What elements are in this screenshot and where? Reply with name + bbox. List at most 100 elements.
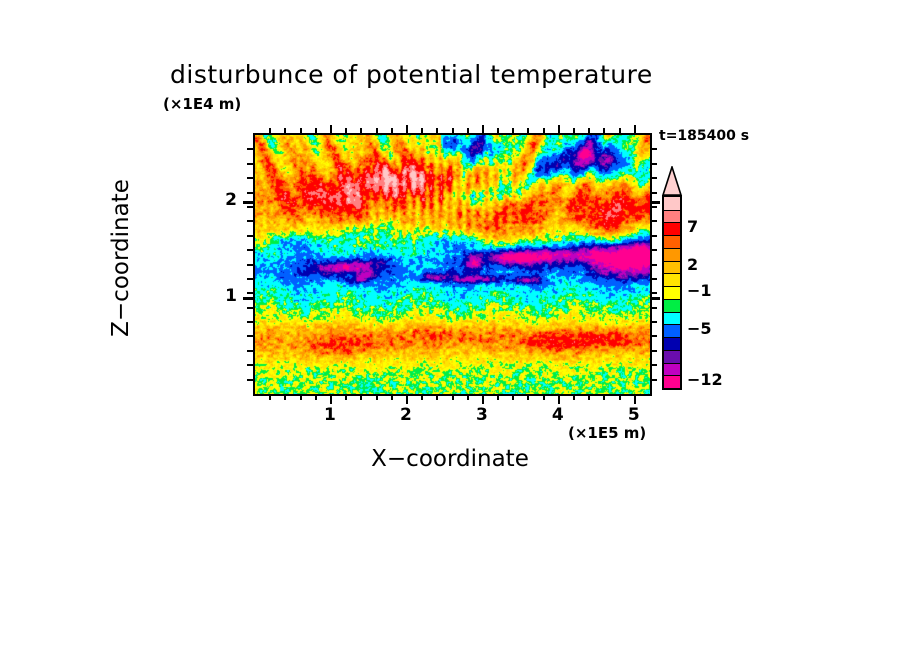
y-minor-tick-right [650, 378, 657, 381]
timestamp-annotation: t=185400 s [659, 128, 750, 144]
y-major-tick [243, 201, 254, 205]
y-minor-tick-right [650, 191, 657, 194]
colorbar-arrow-icon [661, 166, 683, 196]
colorbar-band [664, 247, 680, 261]
x-minor-tick [375, 394, 378, 400]
y-minor-tick [247, 306, 254, 309]
colorbar-band [664, 362, 680, 376]
x-minor-tick [284, 394, 287, 400]
x-minor-tick [360, 394, 363, 400]
colorbar-tick-label: 2 [687, 255, 699, 275]
colorbar-band [664, 286, 680, 299]
x-minor-tick [527, 394, 530, 400]
colorbar-band-divider [664, 349, 680, 351]
x-minor-tick-top [466, 128, 469, 134]
y-minor-tick-right [650, 263, 657, 266]
x-major-tick-top [329, 125, 332, 134]
x-major-tick [481, 394, 484, 404]
x-minor-tick [497, 394, 500, 400]
x-minor-tick [603, 394, 606, 400]
colorbar-band [664, 298, 680, 312]
y-minor-tick [247, 277, 254, 280]
contour-field-canvas [255, 135, 650, 394]
x-minor-tick [421, 394, 424, 400]
colorbar-band-divider [664, 209, 680, 211]
y-minor-tick [247, 162, 254, 165]
x-minor-tick [269, 394, 272, 400]
y-minor-tick [247, 335, 254, 338]
colorbar-band-divider [664, 235, 680, 237]
y-minor-tick-right [650, 234, 657, 237]
y-minor-tick-right [650, 177, 657, 180]
z-axis-unit-label: (×1E4 m) [163, 95, 242, 113]
x-tick-label: 1 [324, 405, 336, 425]
colorbar-band [664, 222, 680, 236]
x-major-tick-top [481, 125, 484, 134]
colorbar-band [664, 324, 680, 338]
y-minor-tick-right [650, 220, 657, 223]
colorbar-tick-label: −1 [687, 280, 712, 300]
colorbar-band [664, 375, 680, 388]
colorbar-band [664, 273, 680, 287]
x-minor-tick [436, 394, 439, 400]
y-tick-label: 1 [225, 286, 237, 307]
colorbar-gradient [662, 195, 682, 390]
y-minor-tick [247, 148, 254, 151]
y-minor-tick-right [650, 321, 657, 324]
x-minor-tick-top [603, 128, 606, 134]
colorbar: 7 2 −1 −5 −12 [661, 166, 723, 390]
y-major-tick [243, 297, 254, 301]
colorbar-band-divider [664, 362, 680, 364]
y-minor-tick-right [650, 148, 657, 151]
y-major-tick-right [650, 201, 660, 205]
y-minor-tick-right [650, 335, 657, 338]
x-major-tick-top [405, 125, 408, 134]
x-major-tick [329, 394, 332, 404]
page-title: disturbunce of potential temperature [170, 60, 653, 89]
x-major-tick-top [557, 125, 560, 134]
x-minor-tick-top [314, 128, 317, 134]
colorbar-band-divider [664, 311, 680, 313]
colorbar-band-divider [664, 260, 680, 262]
y-minor-tick [247, 220, 254, 223]
x-minor-tick-top [497, 128, 500, 134]
x-minor-tick-top [299, 128, 302, 134]
x-minor-tick-top [542, 128, 545, 134]
y-minor-tick [247, 191, 254, 194]
y-minor-tick [247, 263, 254, 266]
colorbar-band-divider [664, 298, 680, 300]
x-minor-tick-top [345, 128, 348, 134]
x-minor-tick-top [573, 128, 576, 134]
x-tick-label: 5 [627, 405, 640, 425]
x-minor-tick-top [360, 128, 363, 134]
colorbar-tick-label: −5 [687, 318, 712, 338]
y-minor-tick [247, 205, 254, 208]
colorbar-band-divider [664, 247, 680, 249]
x-minor-tick-top [618, 128, 621, 134]
x-axis-title: X−coordinate [371, 446, 529, 472]
y-minor-tick-right [650, 306, 657, 309]
colorbar-band-divider [664, 273, 680, 275]
x-major-tick [405, 394, 408, 404]
x-major-tick [633, 394, 636, 404]
x-minor-tick-top [421, 128, 424, 134]
colorbar-band-divider [664, 337, 680, 339]
x-tick-label: 2 [400, 405, 412, 425]
y-minor-tick [247, 378, 254, 381]
y-minor-tick-right [650, 249, 657, 252]
x-minor-tick [512, 394, 515, 400]
y-major-tick-right [650, 297, 660, 301]
x-minor-tick [390, 394, 393, 400]
colorbar-band [664, 197, 680, 210]
x-minor-tick [542, 394, 545, 400]
x-minor-tick [314, 394, 317, 400]
colorbar-band-divider [664, 324, 680, 326]
x-axis-unit-label: (×1E5 m) [568, 424, 647, 442]
y-minor-tick-right [650, 349, 657, 352]
x-minor-tick [588, 394, 591, 400]
x-minor-tick [466, 394, 469, 400]
y-minor-tick [247, 234, 254, 237]
colorbar-band-divider [664, 222, 680, 224]
x-minor-tick-top [588, 128, 591, 134]
